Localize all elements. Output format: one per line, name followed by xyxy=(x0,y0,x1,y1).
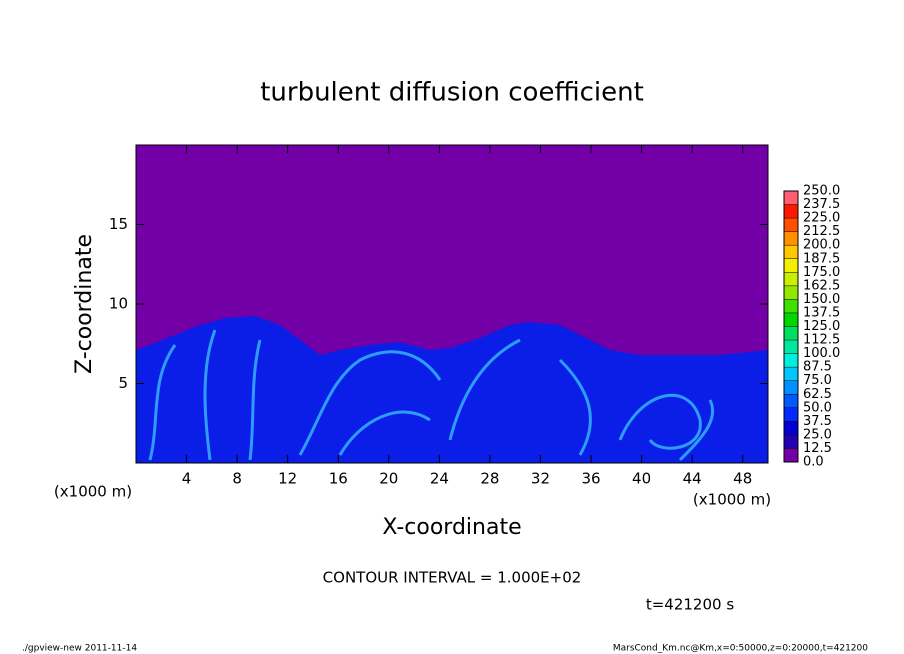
x-tick-label: 36 xyxy=(581,470,600,488)
chart-title: turbulent diffusion coefficient xyxy=(260,78,644,108)
colorbar-label: 175.0 xyxy=(803,265,840,280)
colorbar-label: 125.0 xyxy=(803,319,840,334)
colorbar-box xyxy=(784,367,798,381)
colorbar-label: 225.0 xyxy=(803,211,840,226)
colorbar-box xyxy=(784,285,798,300)
annotation: CONTOUR INTERVAL = 1.000E+02 xyxy=(323,569,582,587)
colorbar-label: 137.5 xyxy=(803,305,840,320)
colorbar-box xyxy=(784,204,798,219)
x-tick-label: 40 xyxy=(632,470,651,488)
x-tick-label: 4 xyxy=(182,470,192,488)
turbulent-region xyxy=(136,316,768,463)
x-unit: (x1000 m) xyxy=(693,491,771,509)
colorbar-box xyxy=(784,231,798,246)
colorbar-label: 162.5 xyxy=(803,278,840,293)
footer-right: MarsCond_Km.nc@Km,x=0:50000,z=0:20000,t=… xyxy=(613,644,868,654)
colorbar-box xyxy=(784,434,798,449)
y-unit: (x1000 m) xyxy=(54,483,132,501)
colorbar-box xyxy=(784,407,798,422)
x-tick-label: 44 xyxy=(683,470,702,488)
colorbar-label: 87.5 xyxy=(803,360,832,375)
y-tick-label: 5 xyxy=(118,374,128,392)
y-tick-label: 15 xyxy=(109,215,128,233)
colorbar-label: 62.5 xyxy=(803,387,832,402)
colorbar-box xyxy=(784,218,798,232)
colorbar-box xyxy=(784,191,798,205)
y-axis-label: Z-coordinate xyxy=(72,234,97,374)
colorbar-label: 75.0 xyxy=(803,373,832,388)
time-label: t=421200 s xyxy=(646,596,734,614)
colorbar-box xyxy=(784,245,798,259)
colorbar-label: 212.5 xyxy=(803,224,840,239)
colorbar-box xyxy=(784,272,798,286)
colorbar-label: 37.5 xyxy=(803,414,832,429)
colorbar-label: 112.5 xyxy=(803,333,840,348)
colorbar-label: 100.0 xyxy=(803,346,840,361)
colorbar-label: 0.0 xyxy=(803,455,824,470)
colorbar-label: 12.5 xyxy=(803,441,832,456)
x-tick-label: 16 xyxy=(329,470,348,488)
x-axis-label: X-coordinate xyxy=(382,515,521,540)
colorbar-box xyxy=(784,353,798,368)
colorbar-label: 200.0 xyxy=(803,238,840,253)
colorbar-box xyxy=(784,340,798,354)
colorbar-label: 150.0 xyxy=(803,292,840,307)
colorbar-box xyxy=(784,258,798,273)
field xyxy=(135,144,769,464)
colorbar-label: 237.5 xyxy=(803,197,840,212)
colorbar-box xyxy=(784,326,798,341)
colorbar-box xyxy=(784,394,798,408)
colorbar-box xyxy=(784,421,798,435)
colorbar-label: 187.5 xyxy=(803,251,840,266)
colorbar-label: 50.0 xyxy=(803,400,832,415)
colorbar-box xyxy=(784,380,798,395)
colorbar-label: 250.0 xyxy=(803,184,840,199)
x-tick-label: 24 xyxy=(430,470,449,488)
streaks xyxy=(148,329,715,462)
x-tick-label: 28 xyxy=(480,470,499,488)
x-tick-label: 20 xyxy=(379,470,398,488)
colorbar-label: 25.0 xyxy=(803,427,832,442)
colorbar-box xyxy=(784,312,798,327)
x-tick-label: 48 xyxy=(733,470,752,488)
colorbar-box xyxy=(784,299,798,313)
x-tick-label: 12 xyxy=(278,470,297,488)
x-tick-label: 32 xyxy=(531,470,550,488)
x-tick-label: 8 xyxy=(232,470,242,488)
y-tick-label: 10 xyxy=(109,295,128,313)
colorbar-box xyxy=(784,448,798,462)
footer-left: ./gpview-new 2011-11-14 xyxy=(22,644,137,654)
